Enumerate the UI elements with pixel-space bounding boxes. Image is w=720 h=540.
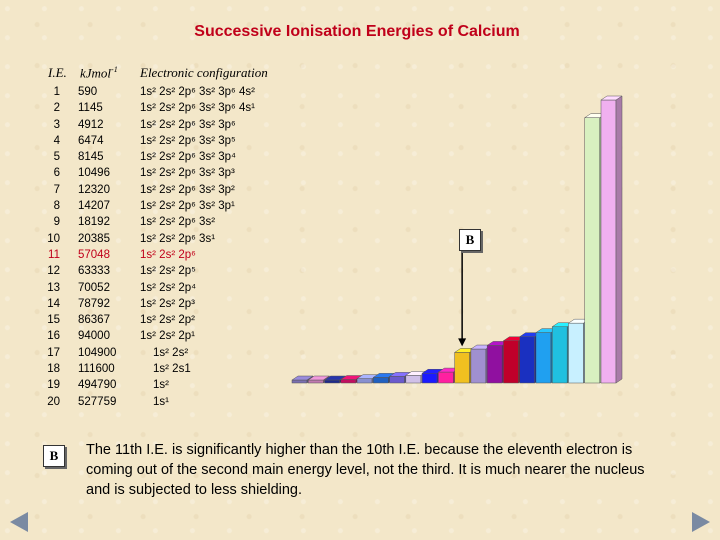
annotation-arrow-head	[458, 338, 467, 347]
ie-energy: 1145	[78, 102, 103, 115]
ie-energy: 20385	[78, 232, 110, 245]
ie-energy: 590	[78, 86, 98, 98]
ie-configuration: 1s² 2s² 2p⁶ 3s² 3p¹	[140, 200, 235, 213]
ie-configuration: 1s² 2s² 2p¹	[140, 330, 195, 343]
header-config: Electronic configuration	[140, 65, 268, 80]
ie-configuration: 1s¹	[153, 395, 169, 408]
ie-configuration: 1s² 2s² 2p²	[140, 314, 195, 327]
ie-number: 17	[47, 346, 60, 359]
ie-number: 4	[53, 134, 60, 147]
ie-number: 14	[47, 297, 60, 310]
explanation-text: The 11th I.E. is significantly higher th…	[86, 442, 645, 498]
reveal-b-button[interactable]: B	[43, 445, 65, 467]
ie-number: 3	[53, 118, 60, 131]
ie-energy: 78792	[78, 297, 110, 310]
ie-energy: 4912	[78, 118, 104, 131]
ie-energy: 63333	[78, 265, 110, 278]
ie-number: 12	[47, 265, 60, 278]
ie-configuration: 1s² 2s² 2p⁶ 3s² 3p³	[140, 167, 235, 180]
ie-energy: 86367	[78, 314, 110, 327]
ionisation-bar-chart	[291, 95, 623, 384]
ie-configuration: 1s²	[153, 379, 169, 392]
ie-energy: 94000	[78, 330, 110, 343]
ie-configuration: 1s² 2s1	[153, 363, 191, 376]
ie-energy: 14207	[78, 200, 110, 213]
ie-number: 15	[47, 314, 60, 327]
header-ie: I.E.	[48, 65, 67, 80]
bar-ie-20	[600, 95, 623, 384]
page-title: Successive Ionisation Energies of Calciu…	[194, 23, 520, 40]
ie-number: 10	[47, 232, 60, 245]
ie-number: 6	[53, 167, 60, 180]
ie-number: 16	[47, 330, 60, 343]
ie-energy: 70052	[78, 281, 110, 294]
header-energy-unit: kJmol	[80, 65, 112, 81]
ie-energy: 8145	[78, 151, 104, 164]
previous-slide-icon[interactable]	[10, 512, 28, 532]
ie-number: 19	[47, 379, 60, 392]
ie-configuration: 1s² 2s² 2p⁵	[140, 265, 196, 278]
ie-configuration: 1s² 2s² 2p⁶ 3s²	[140, 216, 216, 229]
ie-number: 11	[48, 248, 60, 261]
ie-energy: 104900	[78, 346, 117, 359]
ie-configuration: 1s² 2s² 2p⁶ 3s² 3p⁵	[140, 134, 236, 147]
ie-configuration: 1s² 2s² 2p⁶ 3s² 3p²	[140, 183, 235, 196]
ie-number: 7	[53, 183, 60, 196]
header-energy-sup: -1	[111, 65, 118, 74]
header-energy: kJmol-1	[80, 65, 118, 81]
ie-configuration: 1s² 2s²	[153, 346, 189, 359]
ie-energy: 12320	[78, 183, 110, 196]
ie-number: 1	[53, 86, 60, 98]
ie-number: 9	[53, 216, 60, 229]
ie-number: 2	[53, 102, 60, 115]
ie-configuration: 1s² 2s² 2p⁶ 3s¹	[140, 232, 216, 245]
ie-number: 20	[47, 395, 60, 408]
ie-energy: 111600	[78, 363, 115, 376]
ie-energy: 10496	[78, 167, 110, 180]
ie-energy: 6474	[78, 134, 104, 147]
ie-energy: 494790	[78, 379, 117, 392]
ie-number: 18	[47, 363, 60, 376]
ie-configuration: 1s² 2s² 2p⁶ 3s² 3p⁶	[140, 118, 236, 131]
ie-configuration: 1s² 2s² 2p⁶ 3s² 3p⁶ 4s¹	[140, 102, 255, 115]
ie-energy: 527759	[78, 395, 117, 408]
ie-number: 13	[47, 281, 60, 294]
ie-configuration: 1s² 2s² 2p⁶ 3s² 3p⁶ 4s²	[140, 86, 255, 98]
ie-number: 8	[53, 200, 60, 213]
ie-configuration: 1s² 2s² 2p⁶	[140, 248, 196, 261]
marker-b-chart: B	[459, 229, 481, 251]
ie-configuration: 1s² 2s² 2p⁴	[140, 281, 197, 294]
ie-energy: 18192	[78, 216, 110, 229]
ie-configuration: 1s² 2s² 2p³	[140, 297, 195, 310]
next-slide-icon[interactable]	[692, 512, 710, 532]
ie-number: 5	[53, 151, 60, 164]
ie-energy: 57048	[78, 248, 110, 261]
ie-configuration: 1s² 2s² 2p⁶ 3s² 3p⁴	[140, 151, 236, 164]
